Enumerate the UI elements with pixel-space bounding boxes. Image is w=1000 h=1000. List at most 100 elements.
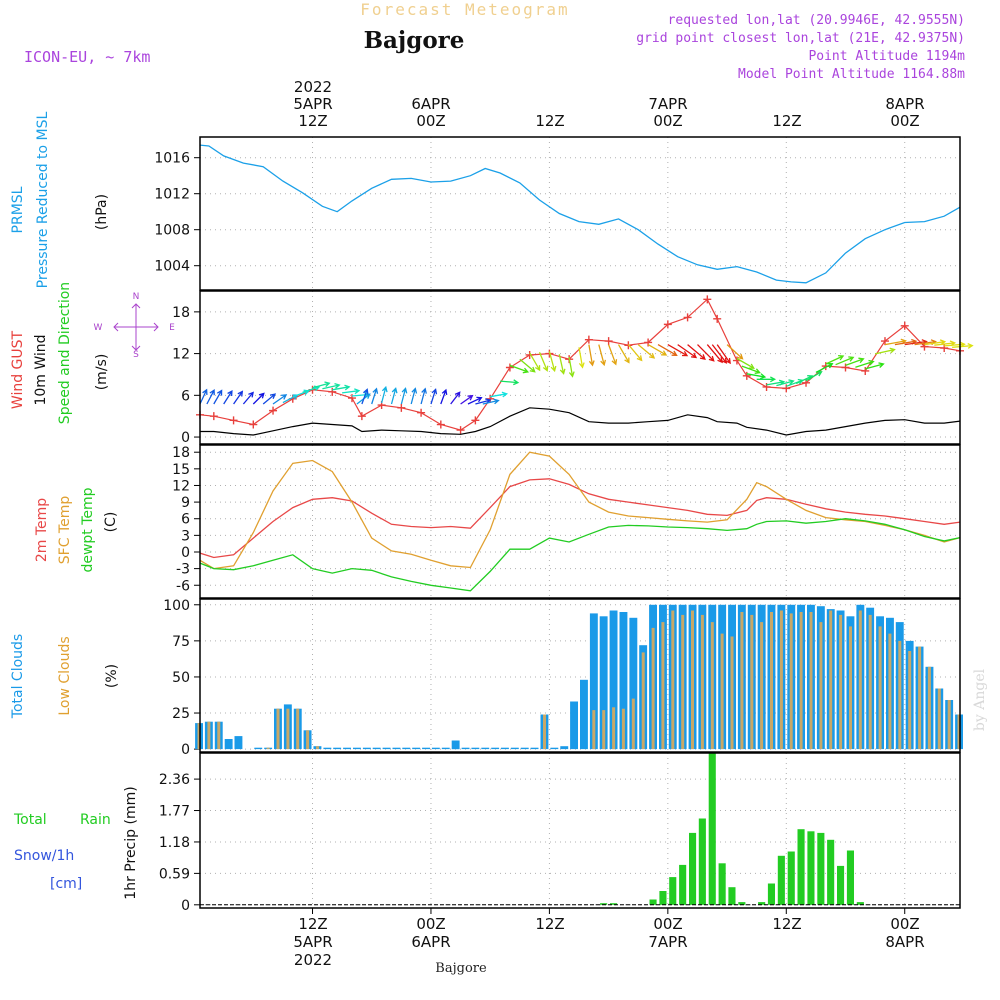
total-cloud-bar <box>333 747 342 750</box>
low-cloud-bar <box>661 622 665 750</box>
pressure-line <box>199 144 961 284</box>
wind-direction-arrow <box>607 344 618 366</box>
total-cloud-bar <box>550 747 559 750</box>
rain-bar <box>610 903 618 905</box>
low-cloud-bar <box>710 622 714 750</box>
cloud-label-total: Total Clouds <box>10 634 26 719</box>
wind-direction-arrow <box>482 398 500 405</box>
bottom-time-labels: 12Z 5APR 2022 00Z 6APR 12Z 00Z 7APR 12Z … <box>293 915 924 969</box>
wind-direction-arrow <box>677 344 698 359</box>
wind-direction-arrow <box>548 351 557 373</box>
y-tick-label: 1012 <box>154 187 190 203</box>
y-tick-label: 0 <box>181 545 190 561</box>
total-cloud-bar <box>422 747 430 750</box>
wind-direction-arrow <box>627 344 643 362</box>
panel-background <box>200 753 960 908</box>
y-tick-label: 3 <box>181 528 190 544</box>
y-tick-label: 50 <box>172 670 190 686</box>
compass-n: N <box>133 292 140 302</box>
compass-w: W <box>94 323 103 333</box>
y-tick-label: 100 <box>163 598 190 614</box>
low-cloud-bar <box>296 708 300 750</box>
low-cloud-bar <box>651 627 655 750</box>
wind-direction-arrow <box>741 365 761 374</box>
wind-direction-arrow <box>952 343 974 349</box>
bottom-time-label: 8APR <box>885 933 924 951</box>
total-cloud-bar <box>629 617 638 750</box>
total-cloud-bar <box>323 747 332 750</box>
info-line: requested lon,lat (20.9946E, 42.9555N) <box>668 13 965 28</box>
precip-label-rain: Rain <box>80 812 111 828</box>
total-cloud-bar <box>609 610 618 750</box>
rain-bar <box>846 850 854 905</box>
low-cloud-bar <box>750 614 754 750</box>
total-cloud-bar <box>560 746 569 750</box>
low-cloud-bar <box>730 636 734 750</box>
pressure-label-prmsl: PRMSL <box>10 186 26 233</box>
low-cloud-bar <box>602 710 606 750</box>
wind-direction-arrow <box>538 351 549 372</box>
y-tick-label: 75 <box>172 634 190 650</box>
bottom-time-label: 00Z <box>416 915 445 933</box>
low-cloud-bar <box>888 633 892 750</box>
wind-direction-arrow <box>716 344 731 365</box>
temp-label-unit: (C) <box>103 512 119 533</box>
bottom-time-label: 6APR <box>411 933 450 951</box>
wind-direction-arrow <box>242 391 254 405</box>
y-tick-label: 1016 <box>154 151 190 167</box>
total-cloud-bar <box>441 747 450 750</box>
wind-direction-arrow <box>223 389 233 405</box>
y-tick-label: 0 <box>181 898 190 914</box>
temp-side-labels: 2m Temp SFC Temp dewpt Temp (C) <box>34 487 119 572</box>
y-tick-label: -3 <box>176 562 190 578</box>
rain-bar <box>787 851 795 905</box>
rain-bar <box>837 865 845 905</box>
low-cloud-bar <box>858 610 862 750</box>
panel-frame <box>199 290 961 445</box>
top-time-label: 00Z <box>416 112 445 130</box>
temp-label-sfc: SFC Temp <box>57 496 73 565</box>
total-cloud-bar <box>392 747 401 750</box>
panel-background <box>200 137 960 290</box>
low-cloud-bar <box>207 721 211 750</box>
y-tick-label: 1.77 <box>159 804 190 820</box>
wind-direction-arrow <box>390 387 398 405</box>
model-label: ICON-EU, ~ 7km <box>24 48 150 66</box>
low-cloud-bar <box>631 698 635 750</box>
low-cloud-bar <box>908 651 912 750</box>
low-cloud-bar <box>799 612 803 750</box>
wind-direction-arrow <box>342 388 361 395</box>
info-line: Model Point Altitude 1164.88m <box>738 67 965 82</box>
low-cloud-bar <box>819 622 823 750</box>
wind-label-10m: 10m Wind <box>33 334 49 405</box>
total-cloud-bar <box>254 747 263 750</box>
total-cloud-bar <box>520 747 529 750</box>
low-cloud-bar <box>276 708 280 750</box>
wind-direction-arrow <box>206 389 215 405</box>
precip-label-cm: [cm] <box>50 876 82 892</box>
y-tick-label: -6 <box>176 578 190 594</box>
panel-frame <box>199 752 961 909</box>
total-cloud-bar <box>491 747 500 750</box>
y-tick-label: 1.18 <box>159 835 190 851</box>
low-cloud-bar <box>641 652 645 750</box>
gust-marker <box>683 313 692 322</box>
rain-bar <box>649 899 657 905</box>
wind-direction-arrow <box>726 344 744 360</box>
wind-direction-arrow <box>233 390 244 405</box>
y-tick-label: 6 <box>181 512 190 528</box>
low-cloud-bar <box>700 614 704 750</box>
compass-s: S <box>133 350 139 360</box>
wind-direction-arrow <box>835 356 855 366</box>
cloud-label-unit: (%) <box>104 664 120 688</box>
low-cloud-bar <box>957 714 961 750</box>
gust-marker <box>417 408 426 417</box>
low-cloud-bar <box>760 622 764 750</box>
wind-direction-arrow <box>865 362 885 370</box>
wind-direction-arrow <box>361 388 369 405</box>
gust-marker <box>505 363 514 372</box>
banner-title: Forecast Meteogram <box>360 0 569 19</box>
gust-marker <box>357 412 366 421</box>
pressure-label-msl: Pressure Reduced to MSL <box>35 111 51 288</box>
wind-direction-arrow <box>845 357 865 367</box>
